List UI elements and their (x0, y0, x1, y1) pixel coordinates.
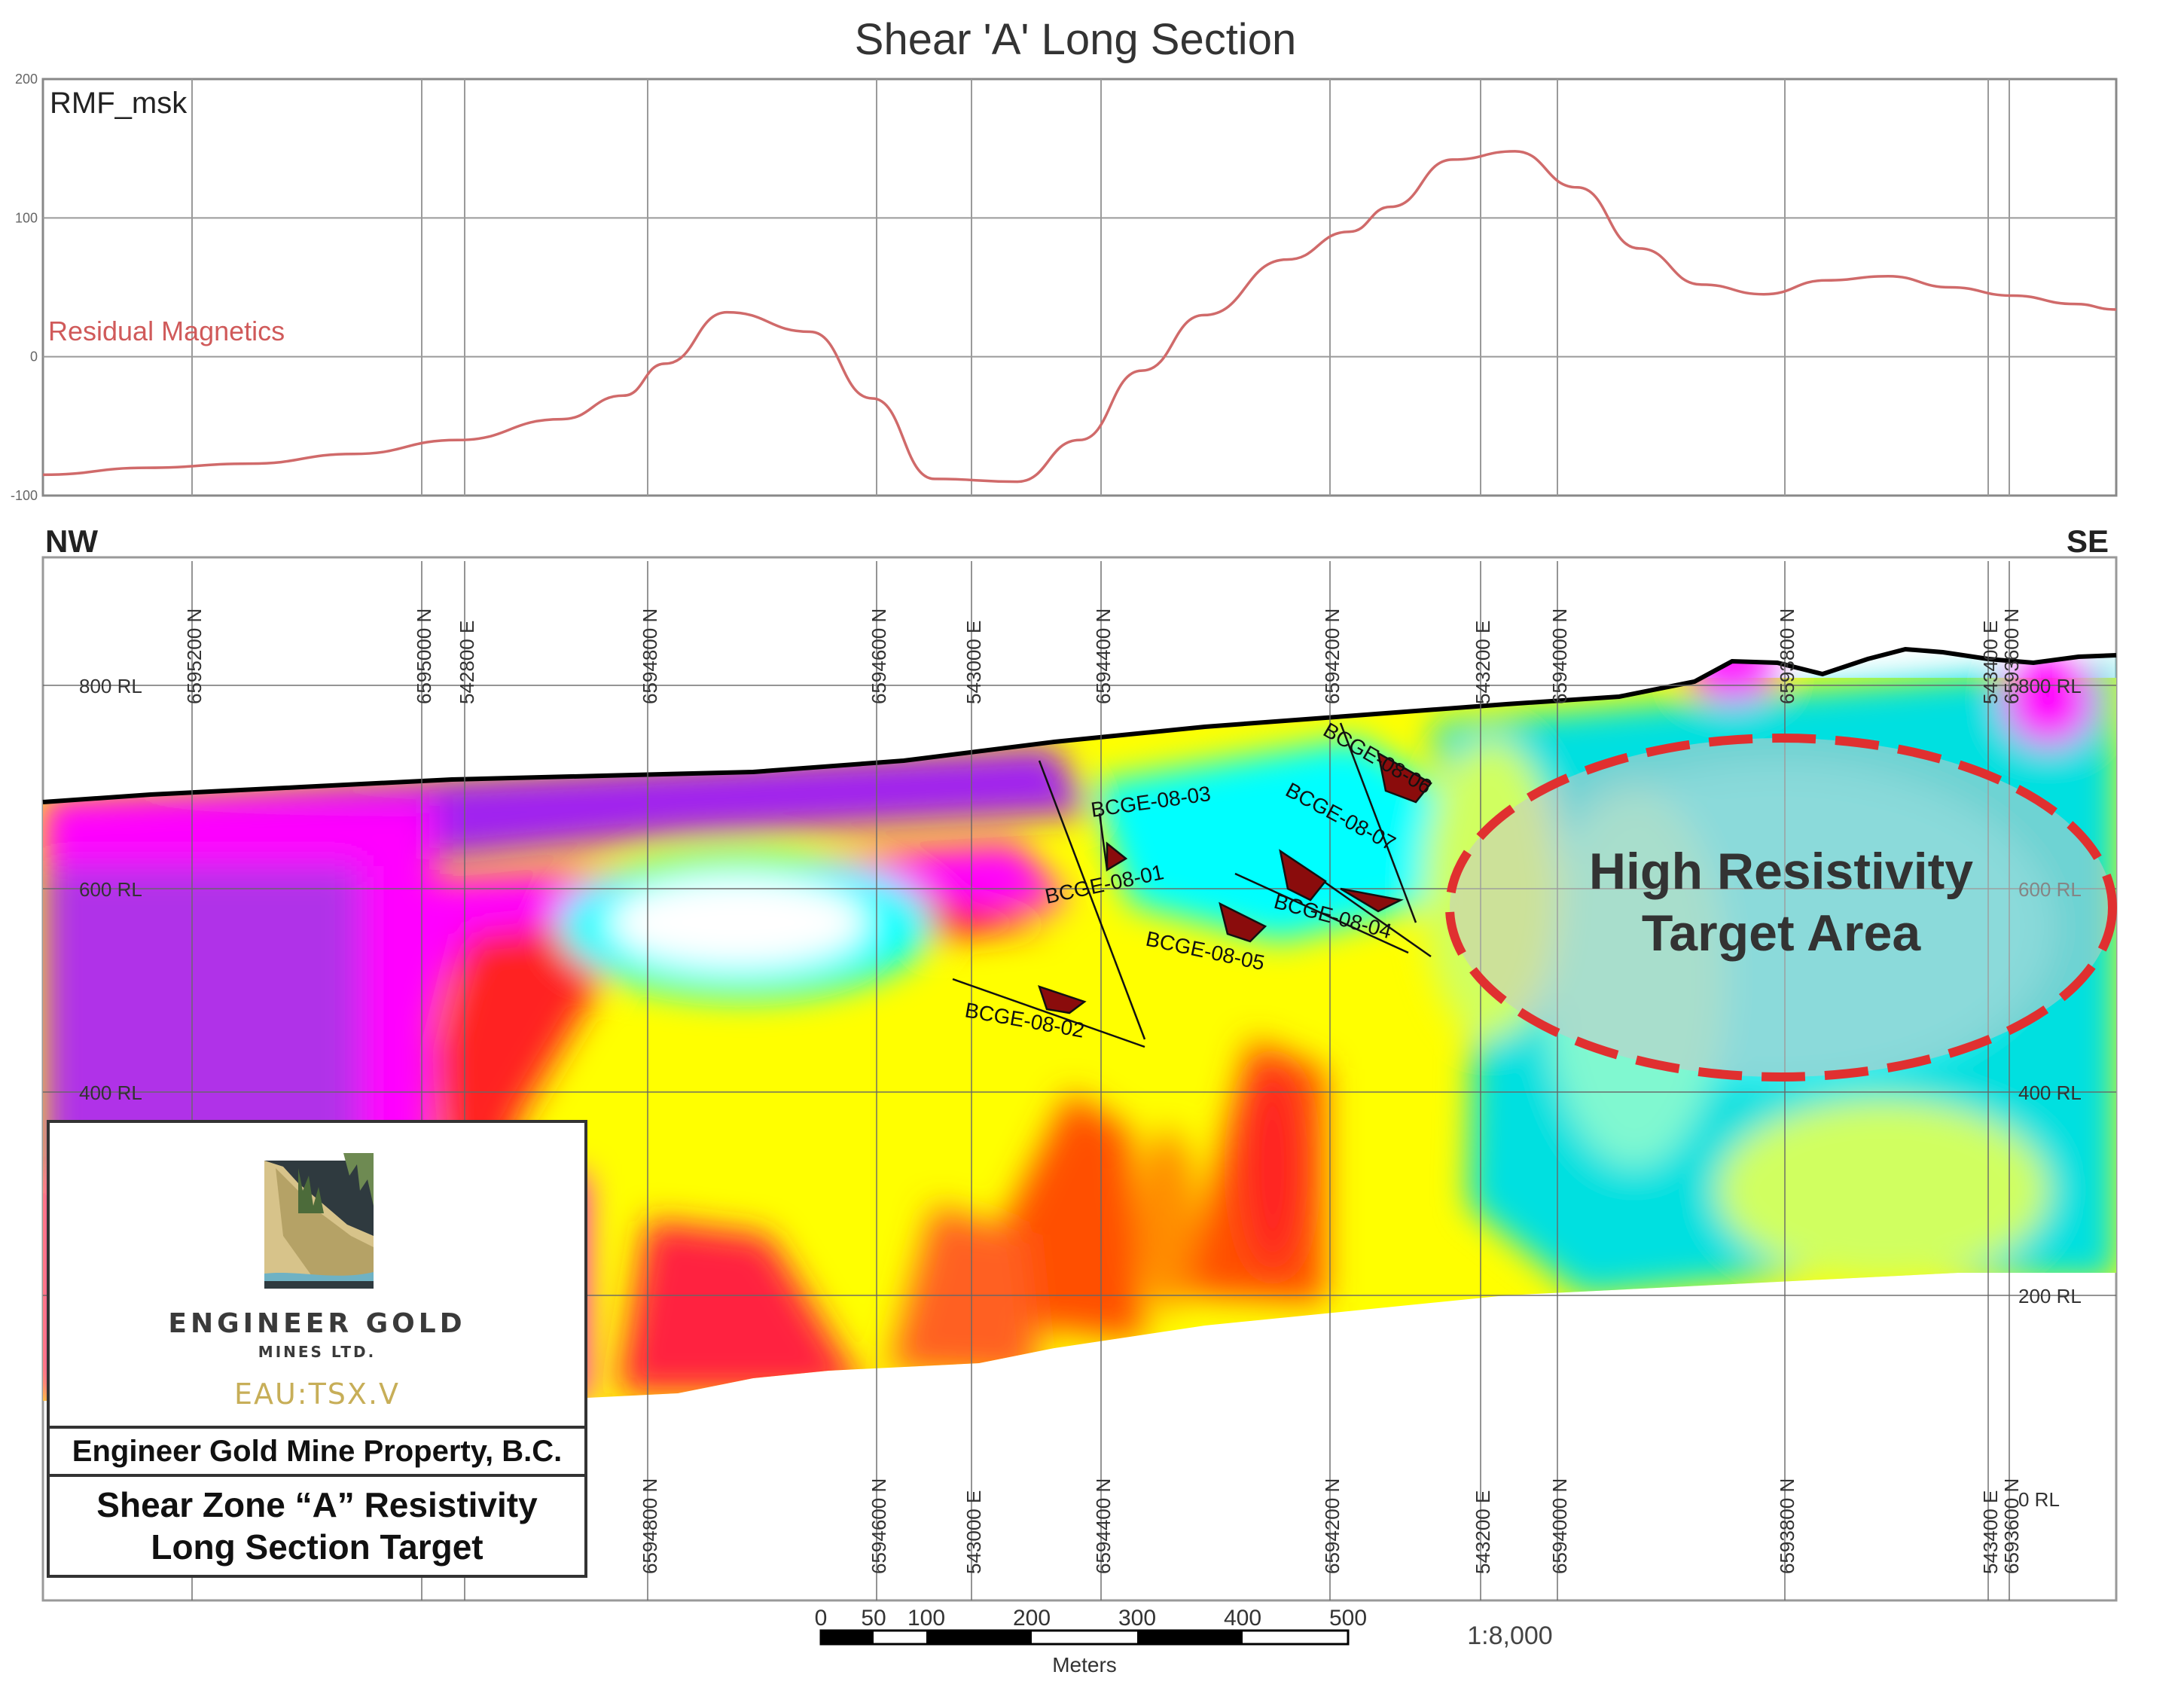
drillhole-assay-histogram (1279, 849, 1327, 902)
drillhole-trace (1339, 722, 1417, 923)
drillhole-traces (952, 722, 1432, 1048)
company-subtitle: MINES LTD. (258, 1343, 377, 1361)
scale-bar-segment (926, 1631, 1032, 1644)
rl-label-right: 400 RL (2018, 1082, 2082, 1104)
drillhole-trace (952, 978, 1145, 1048)
magnetics-panel: 200 100 0 -100 RMF_msk Residual Magnetics (11, 72, 2118, 503)
section-target-line2: Long Section Target (151, 1527, 483, 1567)
bottom-grid-label: 6594200 N (1321, 1478, 1344, 1574)
section-target-title: Shear Zone “A” Resistivity Long Section … (50, 1477, 584, 1575)
top-grid-label: 543200 E (1472, 621, 1494, 704)
section-target-line1: Shear Zone “A” Resistivity (96, 1485, 538, 1524)
rl-label-left: 400 RL (79, 1082, 142, 1104)
top-grid-label: 6595200 N (183, 609, 206, 704)
magnetics-y-ticks: 200 100 0 -100 (11, 72, 38, 503)
drillhole-trace (1234, 872, 1409, 954)
top-grid-label: 543000 E (962, 621, 985, 704)
series-label-residual-magnetics: Residual Magnetics (48, 316, 285, 346)
scale-bar-ticks: 0 50 100 200 300 400 500 (815, 1606, 1367, 1631)
scale-tick-label: 400 (1224, 1606, 1261, 1631)
high-resistivity-target: High Resistivity Target Area (1445, 734, 2117, 1082)
top-grid-label: 542800 E (456, 621, 478, 704)
top-grid-label: 6595000 N (413, 609, 435, 704)
nw-label: NW (45, 523, 98, 559)
legend-panel: ENGINEER GOLD MINES LTD. EAU:TSX.V Engin… (47, 1120, 587, 1578)
rl-label-left: 600 RL (79, 878, 142, 901)
top-grid-label: 6594600 N (868, 609, 890, 704)
drillhole-assay-histogram (1038, 985, 1087, 1014)
drillhole-assay-histogram (1219, 902, 1267, 943)
target-label-line2: Target Area (1642, 905, 1922, 962)
scale-bar-frame (819, 1629, 1350, 1646)
drillhole-assay-histogram (1340, 887, 1404, 913)
top-grid-label: 543400 E (1979, 621, 2002, 704)
scale-bar-segment (1137, 1631, 1243, 1644)
top-grid-label: 6594000 N (1548, 609, 1571, 704)
magnetics-y-tick-label: 100 (15, 210, 38, 225)
bottom-grid-labels: 6594800 N 6594600 N 543000 E 6594400 N 65942… (639, 1478, 2023, 1574)
top-grid-labels: 6595200 N 6595000 N 542800 E 6594800 N 65946… (183, 609, 2023, 704)
target-ellipse-outline (1445, 734, 2117, 1082)
scale-bar: 0 50 100 200 300 400 500 Meters 1:8,000 (815, 1606, 1553, 1676)
topographic-surface-line (42, 646, 2117, 804)
scale-tick-label: 0 (815, 1606, 828, 1631)
scale-tick-label: 100 (907, 1606, 945, 1631)
rl-label-right: 200 RL (2018, 1285, 2082, 1307)
bottom-grid-label: 6594000 N (1548, 1478, 1571, 1574)
drillhole-assay-histogram (1106, 841, 1128, 872)
drillhole-trace (1038, 760, 1146, 1040)
scale-bar-segment (821, 1631, 874, 1644)
panel-label-rmf: RMF_msk (50, 87, 188, 120)
bottom-grid-label: 6594400 N (1092, 1478, 1115, 1574)
scale-tick-label: 500 (1329, 1606, 1367, 1631)
chart-title: Shear 'A' Long Section (855, 15, 1296, 64)
bottom-grid-label: 6594600 N (868, 1478, 890, 1574)
magnetics-y-tick-label: -100 (11, 488, 38, 503)
drillhole-assay-histogram (1377, 751, 1432, 804)
bottom-grid-label: 6593800 N (1776, 1478, 1798, 1574)
top-grid-label: 6594200 N (1321, 609, 1344, 704)
drillhole-trace (1098, 813, 1109, 871)
scale-ratio: 1:8,000 (1467, 1622, 1552, 1650)
magnetics-grid (43, 79, 2116, 496)
scale-tick-label: 200 (1013, 1606, 1051, 1631)
rl-label-right: 800 RL (2018, 675, 2082, 697)
bottom-grid-label: 6593600 N (2000, 1478, 2023, 1574)
scale-tick-label: 300 (1118, 1606, 1156, 1631)
ticker-symbol: EAU:TSX.V (233, 1377, 401, 1411)
magnetics-y-tick-label: 0 (30, 349, 38, 365)
top-grid-label: 6593800 N (1776, 609, 1798, 704)
top-grid-label: 6594400 N (1092, 609, 1115, 704)
mountain-logo-icon (264, 1153, 374, 1289)
rl-label-left: 800 RL (79, 675, 142, 697)
property-name: Engineer Gold Mine Property, B.C. (50, 1426, 584, 1477)
target-ellipse-fill (1450, 738, 2112, 1077)
bottom-grid-label: 543000 E (962, 1490, 985, 1574)
residual-magnetics-line (42, 150, 2117, 484)
scale-tick-label: 50 (861, 1606, 886, 1631)
bottom-grid-label: 543200 E (1472, 1490, 1494, 1574)
top-grid-label: 6594800 N (639, 609, 661, 704)
company-logo: ENGINEER GOLD MINES LTD. EAU:TSX.V (50, 1123, 584, 1426)
target-label-line1: High Resistivity (1589, 843, 1973, 900)
magnetics-y-tick-label: 200 (15, 72, 38, 87)
scale-unit: Meters (1052, 1653, 1117, 1676)
top-grid-label: 6593600 N (2000, 609, 2023, 704)
bottom-grid-label: 6594800 N (639, 1478, 661, 1574)
se-label: SE (2067, 523, 2109, 559)
company-name: ENGINEER GOLD (168, 1308, 466, 1339)
bottom-grid-label: 543400 E (1979, 1490, 2002, 1574)
rl-label-right: 0 RL (2018, 1488, 2060, 1511)
magnetics-plot-frame (41, 78, 2118, 497)
